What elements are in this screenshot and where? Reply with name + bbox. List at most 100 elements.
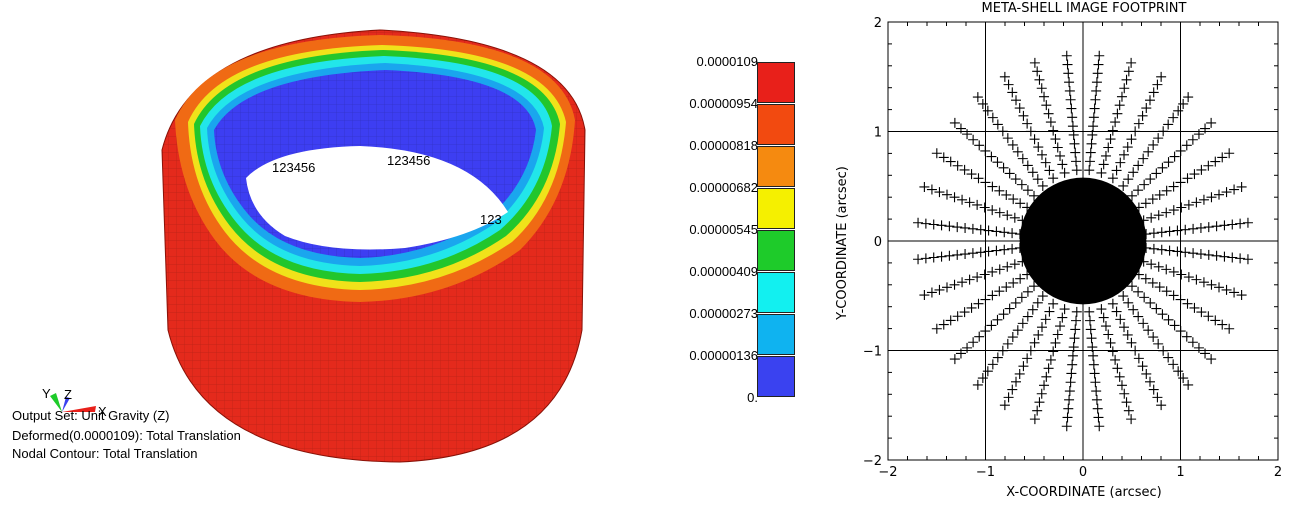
data-point [1169,151,1180,162]
data-point [1014,368,1025,379]
data-point [1161,286,1172,297]
data-point [1227,252,1238,263]
data-point [1161,207,1172,218]
data-point [1018,361,1029,372]
data-point [1154,282,1165,293]
legend-label: 0.00000136 [689,348,758,363]
data-point [1017,318,1028,329]
data-point [1032,297,1043,308]
data-point [1126,337,1137,348]
coordinate-triad: Y Z X [42,386,107,419]
data-point [1214,189,1225,200]
legend-label: 0. [747,390,758,405]
data-point [936,220,947,231]
data-point [1010,297,1021,308]
y-axis-label: Y-COORDINATE (arcsec) [835,166,850,321]
data-point [973,173,984,184]
data-point [1175,294,1186,305]
data-point [945,156,956,167]
data-point [1002,133,1013,144]
data-point [992,119,1003,130]
data-point [1158,345,1169,356]
data-point [987,181,998,192]
data-point [1025,345,1036,356]
data-point [998,162,1009,173]
x-tick-label: 1 [1176,465,1184,480]
data-point [992,314,1003,325]
data-point [1034,74,1045,85]
data-point [1203,222,1214,233]
data-point [1115,157,1126,168]
triad-x-label: X [98,404,107,419]
data-point [1183,92,1194,103]
data-point [952,160,963,171]
data-point [1175,177,1186,188]
y-tick-label: 2 [874,16,882,31]
data-point [1206,117,1217,128]
data-point [1050,134,1061,145]
data-point [1141,103,1152,114]
data-point [987,266,998,277]
data-point [1157,309,1168,320]
x-tick-label: −1 [976,465,995,480]
data-point [1139,292,1150,303]
data-point [1018,110,1029,121]
legend-swatch [757,356,795,397]
data-point [1140,273,1151,284]
data-point [1139,179,1150,190]
data-point [1133,286,1144,297]
data-point [1088,350,1099,361]
data-point [1151,168,1162,179]
data-point [1029,134,1040,145]
data-point [938,319,949,330]
triad-x-arrow [62,406,96,412]
data-point [1041,100,1052,111]
data-point [1085,324,1096,335]
data-point [994,185,1005,196]
data-point [1008,277,1019,288]
data-point [960,249,971,260]
data-point [982,366,993,377]
data-point [1196,164,1207,175]
data-point [1022,160,1033,171]
data-point [1112,363,1123,374]
data-point [1196,307,1207,318]
data-point [1180,224,1191,235]
data-point [1126,414,1137,425]
triad-y-label: Y [42,386,51,401]
data-point [1061,50,1072,61]
data-point [1094,421,1105,432]
data-point [1027,304,1038,315]
contour-legend: 0.0000109 0.00000954 0.00000818 0.000006… [660,40,810,420]
data-point [1091,85,1102,96]
data-point [1062,59,1073,70]
data-point [991,245,1002,256]
data-point [1191,274,1202,285]
data-point [1002,261,1013,272]
data-point [1211,250,1222,261]
data-point [1147,194,1158,205]
data-point [966,169,977,180]
legend-swatch [757,188,795,229]
data-point [1001,189,1012,200]
data-point [1087,129,1098,140]
data-point [1059,167,1070,178]
data-point [1098,312,1109,323]
data-point [1172,246,1183,257]
data-point [1057,159,1068,170]
data-point [1118,180,1129,191]
data-point [1175,326,1186,337]
data-point [1119,388,1130,399]
data-point [1236,181,1247,192]
data-point [1133,202,1144,213]
data-point [1151,303,1162,314]
data-point [1183,199,1194,210]
data-point [1029,281,1040,292]
data-point [1096,167,1107,178]
data-point [972,272,983,283]
data-point [979,202,990,213]
data-point [1200,348,1211,359]
legend-label: 0.00000273 [689,306,758,321]
data-point [1126,281,1137,292]
data-point [1098,159,1109,170]
